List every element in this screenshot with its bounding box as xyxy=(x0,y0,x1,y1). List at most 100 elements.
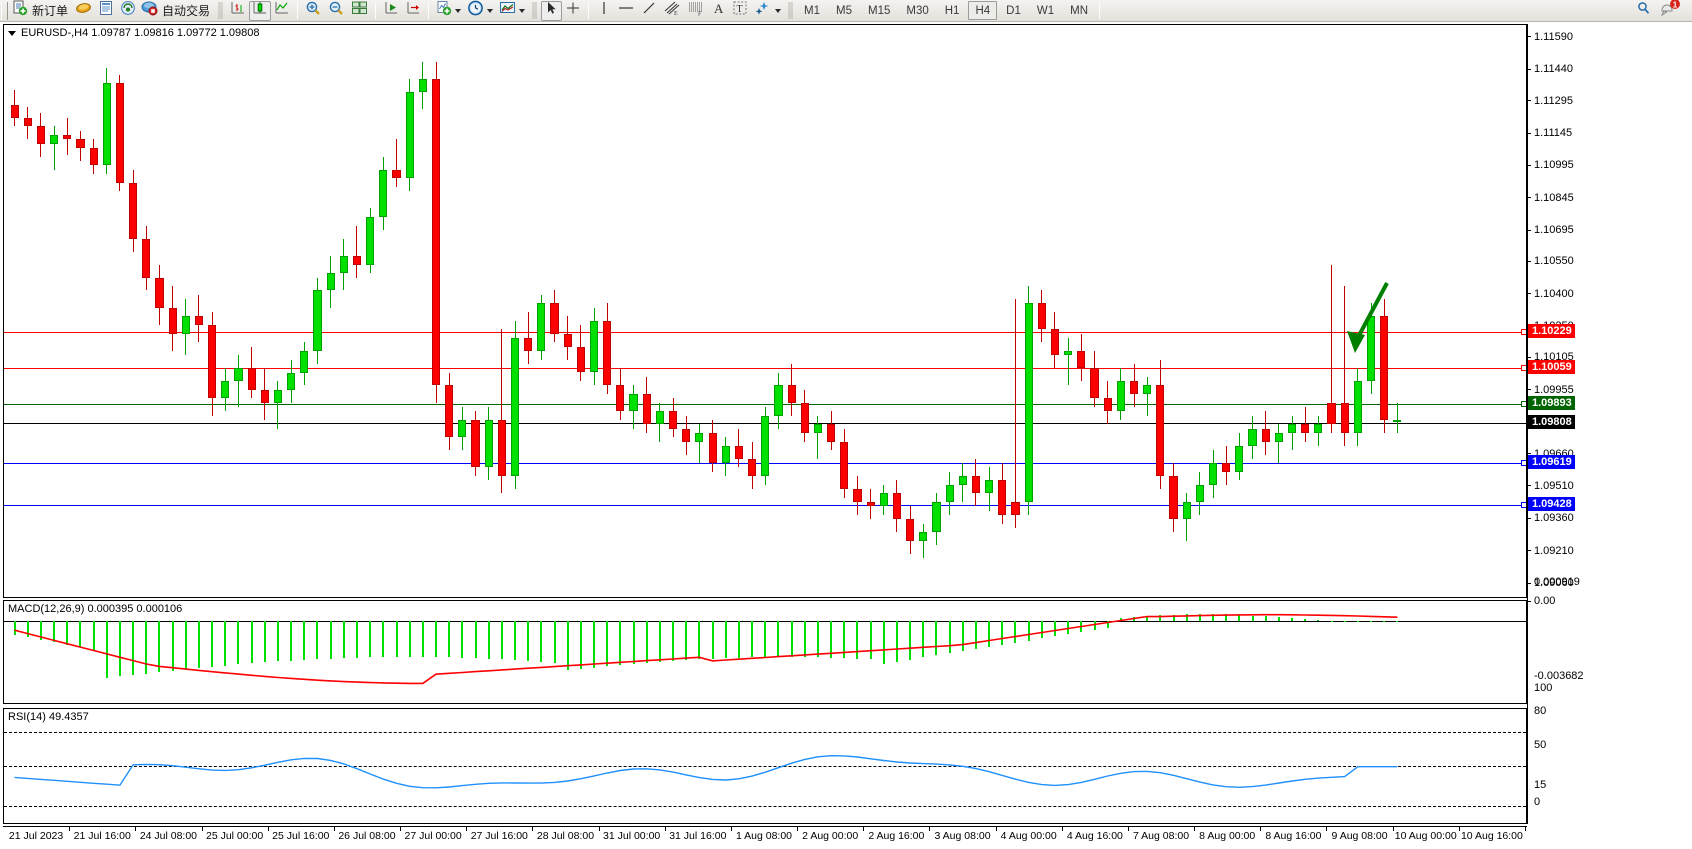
price-tag-support-level-green[interactable]: 1.09893 xyxy=(1528,396,1575,411)
new-order-button[interactable]: 新订单 xyxy=(10,0,72,21)
search-button[interactable] xyxy=(1632,1,1656,21)
level-handle[interactable] xyxy=(1521,328,1526,335)
level-handle[interactable] xyxy=(1521,501,1526,508)
templates-dropdown-caret[interactable] xyxy=(519,8,526,13)
macd-histogram-bar xyxy=(132,621,135,676)
tick-mark xyxy=(1527,260,1531,262)
macd-histogram-bar xyxy=(1330,620,1333,622)
candle xyxy=(300,342,309,386)
price-tag-support-level-1[interactable]: 1.09619 xyxy=(1528,455,1575,470)
trendline-button[interactable] xyxy=(638,1,660,21)
toolbar-grip-3[interactable] xyxy=(532,2,538,19)
macd-histogram-bar xyxy=(514,621,517,660)
price-tick: 1.10995 xyxy=(1527,159,1574,171)
cursor-arrow-icon xyxy=(545,0,559,21)
time-label: 2 Aug 00:00 xyxy=(802,830,859,842)
macd-indicator-panel[interactable]: MACD(12,26,9) 0.000395 0.000106 xyxy=(3,600,1527,704)
macd-histogram-bar xyxy=(1291,618,1294,622)
price-tick: 1.11440 xyxy=(1527,63,1573,75)
candle xyxy=(734,428,743,468)
text-label-button[interactable]: T xyxy=(729,1,751,21)
periods-dropdown-caret[interactable] xyxy=(487,8,494,13)
macd-histogram-bar xyxy=(171,621,174,671)
timeframe-mn[interactable]: MN xyxy=(1070,4,1088,17)
macd-histogram-bar xyxy=(909,621,912,660)
candle xyxy=(1116,368,1125,420)
level-handle[interactable] xyxy=(1521,365,1526,372)
triangle-down-icon[interactable] xyxy=(8,30,16,36)
time-label: 27 Jul 00:00 xyxy=(404,830,462,842)
candle xyxy=(273,381,283,429)
candle xyxy=(892,480,902,533)
notifications-button[interactable]: 1 xyxy=(1656,0,1684,21)
objects-button[interactable] xyxy=(751,1,784,21)
price-scale[interactable]: 1.11590 1.11440 1.11295 1.11145 1.10995 1.108… xyxy=(1527,24,1690,824)
zoom-out-button[interactable] xyxy=(325,1,348,21)
toolbar-grip-2[interactable] xyxy=(218,2,224,19)
price-tag-resistance-level-1[interactable]: 1.10229 xyxy=(1528,323,1575,338)
timeframe-m1[interactable]: M1 xyxy=(804,4,821,17)
timeframe-m15[interactable]: M15 xyxy=(868,4,891,17)
zoom-in-button[interactable] xyxy=(302,1,325,21)
candlestick-chart-button[interactable] xyxy=(249,0,272,21)
rsi-indicator-panel[interactable]: RSI(14) 49.4357 xyxy=(3,708,1527,824)
trendline-icon xyxy=(641,0,657,21)
timeframe-m30[interactable]: M30 xyxy=(906,4,929,17)
crosshair-button[interactable] xyxy=(562,1,584,21)
macd-histogram-bar xyxy=(724,621,727,659)
time-axis[interactable]: 21 Jul 2023 21 Jul 16:00 24 Jul 08:00 25 Ju… xyxy=(3,826,1527,847)
periods-button[interactable] xyxy=(464,0,496,21)
timeframe-h4[interactable]: H4 xyxy=(968,1,998,20)
indicators-button[interactable] xyxy=(433,1,464,21)
toolbar-grip-4[interactable] xyxy=(788,2,794,19)
bar-chart-button[interactable] xyxy=(227,1,249,21)
tile-windows-button[interactable] xyxy=(348,1,371,21)
candle xyxy=(761,407,770,485)
charts-button[interactable] xyxy=(72,1,95,21)
rsi-level-50 xyxy=(4,766,1526,767)
navigator-button[interactable] xyxy=(117,1,139,21)
auto-trading-button[interactable]: 自动交易 xyxy=(139,1,214,21)
time-label: 3 Aug 08:00 xyxy=(934,830,991,842)
green-down-arrow-annotation[interactable] xyxy=(1339,275,1399,365)
level-handle[interactable] xyxy=(1521,460,1526,467)
price-tag-support-level-2[interactable]: 1.09428 xyxy=(1528,496,1575,511)
channel-e-icon: E xyxy=(663,0,681,21)
tick-mark xyxy=(1527,100,1531,102)
fibonacci-button[interactable]: F xyxy=(684,1,708,21)
candle xyxy=(313,277,322,364)
horizontal-line-button[interactable] xyxy=(614,1,638,21)
chart-shift-button[interactable] xyxy=(402,1,424,21)
price-tag-current-price[interactable]: 1.09808 xyxy=(1528,414,1575,429)
macd-histogram-bar xyxy=(92,621,95,650)
macd-histogram-bar xyxy=(1383,621,1386,623)
templates-button[interactable] xyxy=(496,1,528,21)
market-watch-button[interactable] xyxy=(95,1,117,21)
text-button[interactable]: A xyxy=(708,1,729,21)
vertical-line-button[interactable] xyxy=(593,1,614,21)
timeframe-w1[interactable]: W1 xyxy=(1036,4,1055,17)
macd-histogram-bar xyxy=(1027,621,1030,641)
timeframe-h1[interactable]: H1 xyxy=(944,4,960,17)
candle xyxy=(958,463,967,503)
level-handle[interactable] xyxy=(1521,401,1526,408)
price-axis-line xyxy=(1527,24,1528,824)
auto-scroll-button[interactable] xyxy=(380,1,402,21)
macd-histogram-bar xyxy=(1212,614,1215,622)
cursor-button[interactable] xyxy=(541,0,563,21)
macd-histogram-bar xyxy=(145,621,148,674)
line-chart-icon xyxy=(274,0,290,21)
indicators-dropdown-caret[interactable] xyxy=(455,8,462,13)
objects-dropdown-caret[interactable] xyxy=(775,8,782,13)
candle xyxy=(405,78,414,192)
macd-histogram-bar xyxy=(158,621,161,673)
price-tag-resistance-level-2[interactable]: 1.10059 xyxy=(1528,360,1575,375)
price-chart-panel[interactable]: EURUSD-,H4 1.09787 1.09816 1.09772 1.098… xyxy=(3,24,1527,598)
line-chart-button[interactable] xyxy=(271,1,293,21)
timeframe-m5[interactable]: M5 xyxy=(836,4,852,17)
equidistant-channel-button[interactable]: E xyxy=(660,1,684,21)
tile-windows-icon xyxy=(351,0,368,21)
timeframe-d1[interactable]: D1 xyxy=(1006,4,1021,17)
toolbar-grip[interactable] xyxy=(1,1,8,20)
macd-histogram-bar xyxy=(961,621,964,652)
